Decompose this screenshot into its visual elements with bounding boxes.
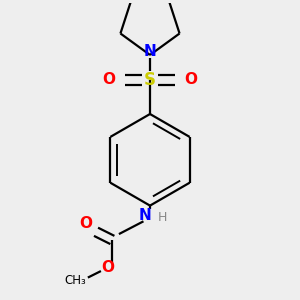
Text: O: O [80, 216, 93, 231]
Text: CH₃: CH₃ [64, 274, 86, 287]
Text: H: H [158, 211, 167, 224]
Text: S: S [144, 71, 156, 89]
Text: N: N [139, 208, 152, 223]
Text: O: O [103, 72, 116, 87]
Text: O: O [101, 260, 114, 275]
Text: O: O [184, 72, 197, 87]
Text: N: N [144, 44, 156, 59]
